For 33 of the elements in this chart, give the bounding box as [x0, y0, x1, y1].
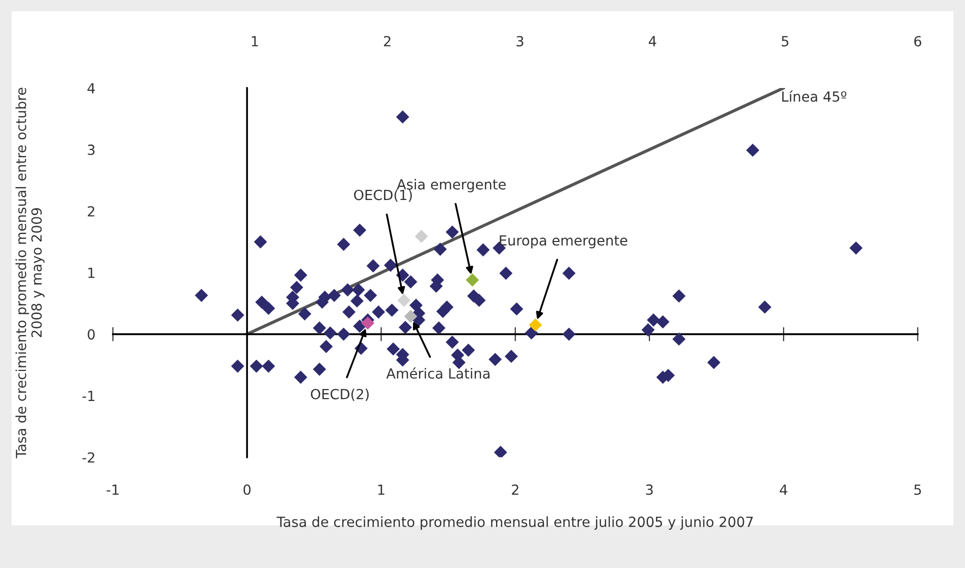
x-tick-label: 4 — [780, 484, 788, 495]
y-tick-label: 3 — [88, 144, 95, 156]
annotation: OECD(1) — [354, 189, 412, 202]
x-tick-label: 2 — [512, 484, 518, 495]
point — [414, 230, 428, 243]
annotation: América Latina — [386, 367, 490, 379]
y-tick-label: -1 — [82, 390, 94, 401]
y-tick-label: -2 — [82, 452, 94, 463]
x2-tick-label: 2 — [384, 36, 390, 46]
y-axis-title: Tasa de crecimiento promedio mensual entre octubre 2008 y mayo 2009 — [16, 88, 44, 458]
y-tick-label: 2 — [88, 206, 94, 216]
x-axis-title: Tasa de crecimiento promedio mensual entre julio 2005 y junio 2007 — [276, 516, 753, 530]
x-tick-label: 1 — [378, 484, 384, 495]
x-tick-label: -1 — [106, 484, 119, 495]
point — [528, 318, 542, 332]
x-tick-label: 0 — [244, 484, 251, 495]
point — [466, 273, 479, 287]
x2-tick-label: 1 — [252, 36, 258, 46]
x2-tick-label: 6 — [914, 36, 922, 46]
x-tick-label: 5 — [914, 484, 921, 495]
x-tick-label: 3 — [646, 484, 653, 495]
x2-tick-label: 3 — [516, 36, 524, 46]
y-tick-label: 1 — [88, 268, 94, 278]
annotation: OECD(2) — [310, 388, 369, 401]
x2-tick-label: 4 — [648, 36, 656, 46]
point — [397, 294, 411, 307]
y-tick-label: 4 — [87, 83, 95, 94]
y-tick-label: 0 — [88, 329, 95, 340]
point — [361, 316, 374, 330]
x2-tick-label: 5 — [782, 36, 788, 46]
point — [404, 310, 418, 323]
annotation: Línea 45º — [782, 90, 846, 102]
annotation: Europa emergente — [500, 235, 628, 248]
